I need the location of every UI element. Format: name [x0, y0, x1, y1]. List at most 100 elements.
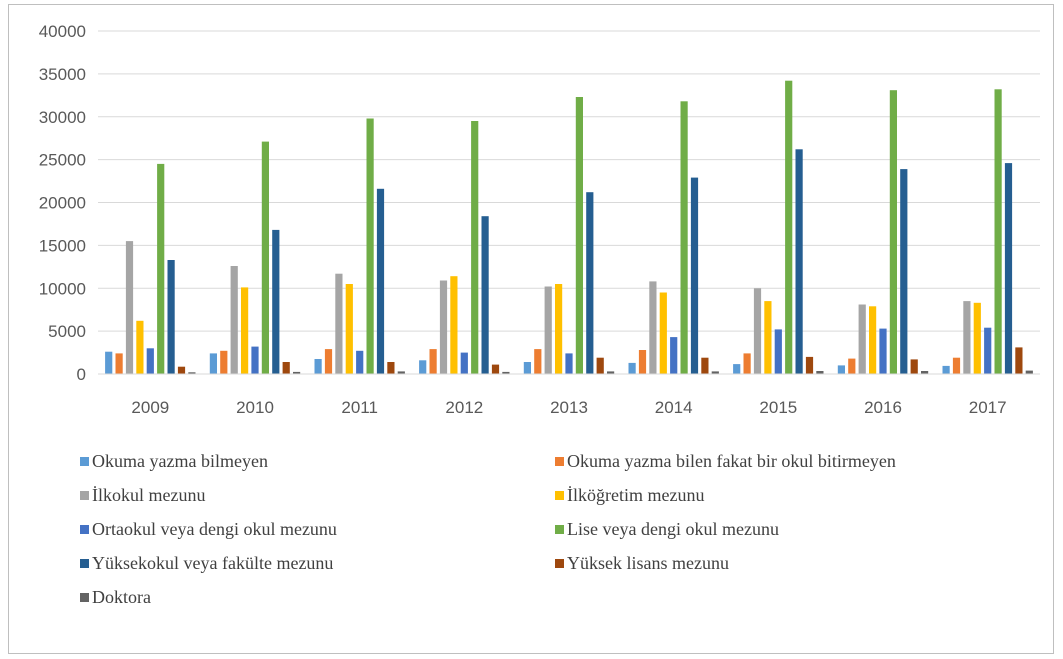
- bar-2015-series-2: [743, 353, 751, 374]
- bar-2015-series-6: [785, 80, 793, 374]
- bar-2009-series-5: [146, 348, 154, 374]
- bar-2012-series-3: [439, 280, 448, 374]
- bar-2015-series-3: [753, 288, 762, 375]
- legend-swatch: [80, 524, 89, 534]
- y-tick-label: 5000: [48, 322, 86, 341]
- legend-item: İlköğretim mezunu: [555, 482, 704, 508]
- legend-item: Doktora: [80, 584, 151, 610]
- y-tick-label: 25000: [39, 151, 86, 170]
- x-tick-label: 2012: [445, 398, 483, 417]
- bar-2012-series-6: [471, 121, 479, 374]
- bar-2014-series-5: [670, 337, 678, 374]
- y-tick-label: 20000: [39, 194, 86, 213]
- bar-2011-series-3: [335, 273, 343, 374]
- legend-label: İlköğretim mezunu: [567, 484, 705, 505]
- bar-2010-series-8: [282, 362, 290, 374]
- y-axis-ticks: 0 5000 10000 15000 20000 25000 30000 35000 40000: [39, 22, 86, 384]
- bar-chart: 0 5000 10000 15000 20000 25000 30000 35000 40000…: [39, 22, 1040, 417]
- x-tick-label: 2016: [864, 398, 902, 417]
- bar-2014-series-8: [701, 357, 709, 374]
- bar-2016-series-7: [900, 169, 908, 374]
- bar-2017-series-7: [1004, 163, 1013, 374]
- legend-label: Yüksek lisans mezunu: [567, 552, 729, 573]
- gridlines: [98, 30, 1040, 375]
- legend-swatch: [555, 490, 564, 500]
- legend-label: Okuma yazma bilmeyen: [92, 450, 268, 471]
- bar-2009-series-2: [115, 353, 123, 374]
- bar-2014-series-6: [680, 101, 688, 375]
- bar-2014-series-7: [690, 177, 699, 374]
- legend-label: Lise veya dengi okul mezunu: [567, 518, 779, 539]
- bar-2012-series-5: [460, 352, 468, 374]
- y-tick-label: 10000: [39, 279, 86, 298]
- bar-2013-series-6: [575, 97, 583, 374]
- x-axis-ticks: 2009 2010 2011 2012 2013 2014 2015 2016 2017: [98, 373, 1040, 417]
- legend-label: İlkokul mezunu: [92, 484, 206, 505]
- bars: [105, 80, 1033, 375]
- bar-2013-series-9: [607, 371, 615, 374]
- legend-swatch: [80, 456, 89, 466]
- bar-2012-series-1: [419, 360, 427, 374]
- bar-2015-series-9: [816, 371, 824, 374]
- x-tick-label: 2013: [550, 398, 588, 417]
- y-tick-label: 40000: [39, 22, 86, 41]
- bar-2017-series-4: [973, 302, 981, 374]
- bar-2011-series-6: [366, 118, 374, 374]
- bar-2009-series-6: [157, 163, 165, 374]
- y-tick-label: 0: [77, 365, 86, 384]
- x-tick-label: 2014: [655, 398, 693, 417]
- legend-item: Okuma yazma bilmeyen: [80, 448, 268, 474]
- x-tick-label: 2015: [759, 398, 797, 417]
- bar-2010-series-3: [230, 266, 238, 374]
- legend-item: Ortaokul veya dengi okul mezunu: [80, 516, 337, 542]
- bar-2009-series-3: [125, 241, 134, 374]
- y-tick-label: 35000: [39, 65, 86, 84]
- bar-2011-series-5: [356, 350, 364, 374]
- legend-swatch: [555, 524, 564, 534]
- bar-2013-series-2: [534, 349, 542, 374]
- legend-swatch: [80, 592, 89, 602]
- legend-item: Yüksek lisans mezunu: [555, 550, 729, 576]
- legend-swatch: [80, 558, 89, 568]
- bar-2015-series-5: [774, 329, 782, 374]
- bar-2017-series-1: [942, 365, 950, 374]
- bar-2014-series-1: [628, 362, 636, 374]
- bar-2011-series-8: [387, 362, 395, 374]
- bar-2013-series-8: [596, 357, 604, 374]
- bar-2014-series-3: [649, 281, 657, 374]
- bar-2014-series-9: [711, 371, 719, 374]
- bar-2013-series-1: [523, 362, 531, 374]
- bar-2009-series-9: [188, 372, 196, 374]
- x-tick-label: 2009: [131, 398, 169, 417]
- bar-2009-series-4: [136, 320, 144, 374]
- bar-2012-series-9: [502, 371, 510, 374]
- bar-2012-series-2: [429, 349, 437, 374]
- bar-2011-series-4: [345, 284, 353, 374]
- legend-item: Yüksekokul veya fakülte mezunu: [80, 550, 333, 576]
- bar-2017-series-3: [963, 301, 971, 374]
- bar-2011-series-2: [324, 349, 333, 374]
- bar-2010-series-7: [272, 229, 280, 374]
- bar-2013-series-3: [544, 286, 552, 374]
- bar-2011-series-1: [314, 359, 322, 374]
- bar-2013-series-4: [555, 284, 563, 374]
- bar-2009-series-7: [167, 260, 175, 374]
- bar-2016-series-9: [921, 371, 929, 374]
- bar-2010-series-5: [251, 346, 259, 374]
- bar-2012-series-4: [450, 276, 458, 374]
- bar-2010-series-6: [261, 141, 269, 374]
- bar-2016-series-5: [879, 328, 887, 374]
- bar-2015-series-8: [805, 356, 814, 374]
- bar-2016-series-6: [889, 90, 897, 374]
- legend-swatch: [555, 456, 564, 466]
- legend-label: Okuma yazma bilen fakat bir okul bitirme…: [567, 450, 896, 471]
- legend-label: Ortaokul veya dengi okul mezunu: [92, 518, 337, 539]
- bar-2015-series-7: [795, 149, 803, 374]
- bar-2016-series-8: [910, 359, 918, 374]
- bar-2017-series-6: [994, 89, 1002, 375]
- bar-2012-series-7: [481, 216, 489, 374]
- legend-label: Doktora: [92, 586, 151, 607]
- legend: Okuma yazma bilmeyen Okuma yazma bilen fa…: [0, 440, 1063, 650]
- bar-2010-series-2: [220, 350, 228, 374]
- bar-2015-series-1: [733, 364, 741, 374]
